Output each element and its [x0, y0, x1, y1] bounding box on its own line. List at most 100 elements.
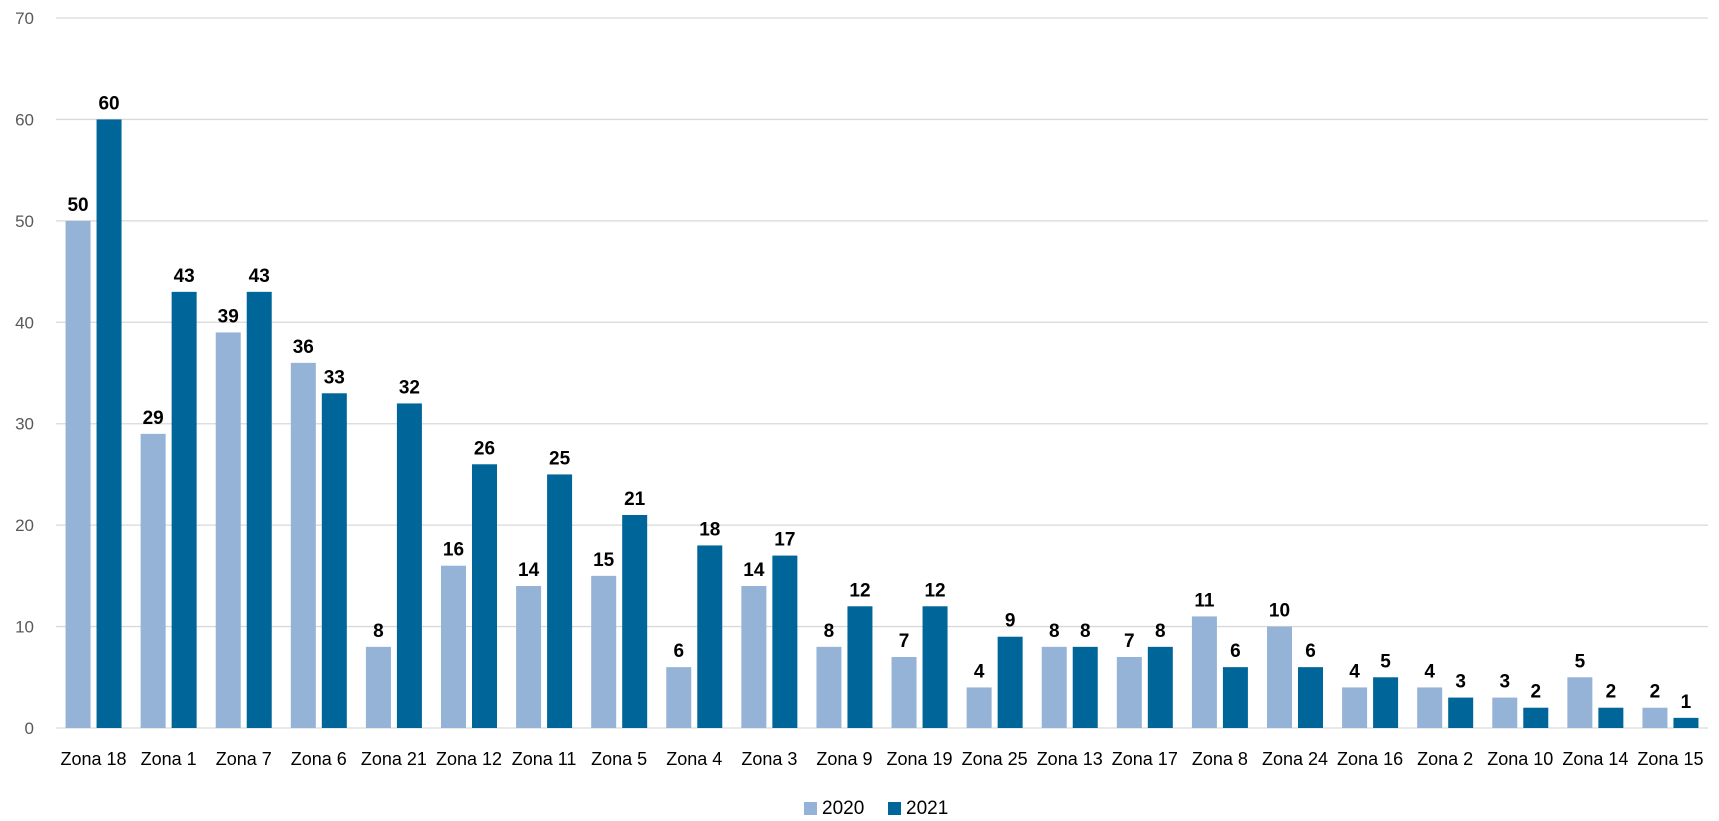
x-tick-label: Zona 21 [361, 749, 427, 769]
bar-2020 [441, 565, 466, 728]
data-label-2021: 2 [1530, 682, 1541, 703]
data-label-2021: 12 [924, 580, 945, 601]
bar-2020 [140, 433, 166, 728]
y-tick-label: 70 [15, 9, 34, 28]
data-label-2021: 60 [98, 93, 119, 114]
data-label-2021: 2 [1606, 682, 1617, 703]
x-tick-label: Zona 3 [741, 749, 797, 769]
data-label-2021: 1 [1681, 692, 1692, 713]
bar-2021 [1222, 667, 1248, 728]
data-label-2021: 8 [1155, 621, 1166, 642]
bar-2021 [697, 545, 723, 728]
data-label-2020: 39 [218, 306, 239, 327]
y-tick-label: 10 [15, 618, 34, 637]
bar-2020 [1417, 687, 1443, 728]
data-label-2020: 4 [1349, 661, 1360, 682]
data-label-2021: 9 [1005, 611, 1016, 632]
data-label-2020: 4 [1424, 661, 1435, 682]
data-label-2021: 3 [1455, 672, 1466, 693]
data-label-2020: 2 [1650, 682, 1661, 703]
bar-2020 [65, 220, 91, 728]
x-tick-label: Zona 17 [1112, 749, 1178, 769]
bar-2020 [1041, 646, 1067, 728]
x-axis-ticks: Zona 18 Zona 1 Zona 7 Zona 6 Zona 21 Zona 12 Z… [61, 749, 1704, 769]
y-tick-label: 40 [15, 313, 34, 332]
data-label-2021: 18 [699, 519, 720, 540]
y-tick-label: 30 [15, 415, 34, 434]
data-label-2021: 33 [324, 367, 345, 388]
data-label-2020: 8 [1049, 621, 1060, 642]
legend-swatch [804, 802, 817, 815]
data-label-2020: 5 [1575, 651, 1586, 672]
x-tick-label: Zona 7 [216, 749, 272, 769]
bar-2021 [772, 555, 798, 728]
x-tick-label: Zona 13 [1037, 749, 1103, 769]
data-label-2020: 36 [293, 337, 314, 358]
legend-swatch [888, 802, 901, 815]
data-label-2020: 16 [443, 540, 464, 561]
bar-2021 [1298, 667, 1323, 728]
data-label-2021: 8 [1080, 621, 1091, 642]
x-tick-label: Zona 2 [1417, 749, 1473, 769]
bar-2021 [547, 474, 573, 728]
data-label-2021: 26 [474, 438, 495, 459]
x-tick-label: Zona 9 [816, 749, 872, 769]
bar-2020 [966, 687, 992, 728]
y-tick-label: 20 [15, 516, 34, 535]
bar-2021 [1373, 677, 1399, 728]
data-label-2020: 14 [518, 560, 540, 581]
bar-2020 [1492, 697, 1518, 728]
bar-2021 [321, 393, 347, 728]
bar-2020 [591, 575, 617, 728]
data-label-2020: 6 [673, 641, 684, 662]
bar-2020 [365, 646, 391, 728]
bar-2021 [1673, 717, 1699, 728]
x-tick-label: Zona 10 [1487, 749, 1553, 769]
bar-2020 [741, 586, 767, 728]
bar-2021 [1147, 646, 1173, 728]
data-label-2021: 43 [249, 266, 270, 287]
x-tick-label: Zona 12 [436, 749, 502, 769]
x-tick-label: Zona 18 [61, 749, 127, 769]
data-label-2020: 15 [593, 550, 615, 571]
data-label-2020: 3 [1499, 672, 1510, 693]
data-label-2021: 5 [1380, 651, 1391, 672]
data-label-2021: 43 [174, 266, 195, 287]
bar-2021 [847, 606, 873, 728]
y-axis-ticks: 0 10 20 30 40 50 60 70 [15, 9, 34, 738]
data-label-2020: 29 [143, 408, 164, 429]
x-tick-label: Zona 1 [141, 749, 197, 769]
x-tick-label: Zona 14 [1562, 749, 1628, 769]
bar-2020 [816, 646, 842, 728]
bar-2021 [922, 606, 948, 728]
bar-2020 [1642, 707, 1668, 728]
y-tick-label: 60 [15, 110, 34, 129]
bar-2021 [96, 119, 122, 728]
bar-2021 [997, 636, 1023, 728]
bar-2021 [1598, 707, 1624, 728]
x-tick-label: Zona 5 [591, 749, 647, 769]
bar-2020 [290, 362, 316, 728]
bar-2020 [1116, 657, 1142, 728]
data-label-2021: 12 [849, 580, 870, 601]
bar-2021 [1523, 707, 1549, 728]
data-label-2020: 50 [67, 195, 88, 216]
legend-label: 2021 [906, 798, 948, 819]
bar-2021 [622, 515, 648, 728]
data-label-2020: 8 [373, 621, 384, 642]
bar-2020 [666, 667, 692, 728]
legend: 2020 2021 [804, 798, 948, 819]
legend-label: 2020 [822, 798, 864, 819]
data-label-2021: 25 [549, 448, 571, 469]
bar-2020 [1342, 687, 1368, 728]
x-tick-label: Zona 24 [1262, 749, 1328, 769]
data-label-2020: 8 [824, 621, 835, 642]
data-label-2020: 7 [899, 631, 910, 652]
x-tick-label: Zona 11 [512, 749, 577, 769]
bar-2021 [396, 403, 422, 728]
data-label-2021: 17 [774, 530, 795, 551]
data-label-2021: 32 [399, 377, 420, 398]
bar-2020 [1567, 677, 1593, 728]
data-label-2021: 6 [1230, 641, 1241, 662]
